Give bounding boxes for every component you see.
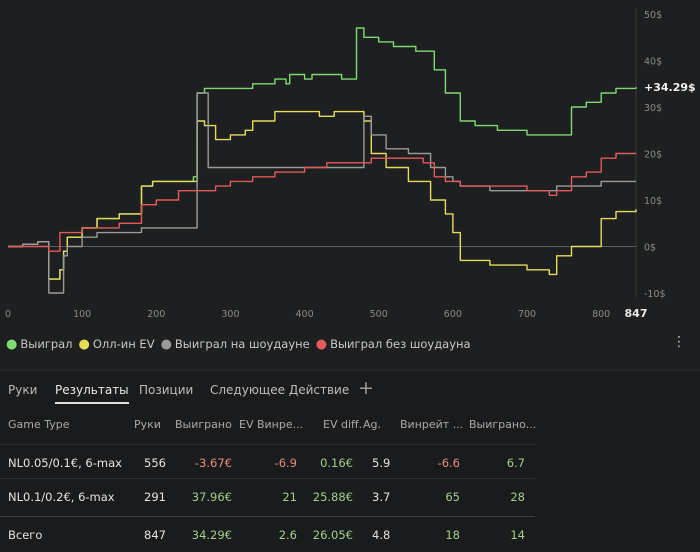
cell-ev-diff: 26.05€ <box>312 528 353 542</box>
table-row-total[interactable]: Всего 847 34.29€ 2.6 26.05€ 4.8 18 14 <box>0 516 535 551</box>
cell-won: 34.29€ <box>191 528 232 542</box>
x-tick-label: 100 <box>73 309 91 320</box>
series-line-3 <box>8 152 636 252</box>
y-tick-label: 20$ <box>644 150 662 161</box>
column-header[interactable]: Ag. <box>363 418 382 431</box>
y-tick-label: 40$ <box>644 57 662 68</box>
cell-won-2: 6.7 <box>506 456 525 470</box>
cell-ev-diff: 25.88€ <box>312 490 353 504</box>
cell-aggression: 3.7 <box>372 490 391 504</box>
column-header[interactable]: Винрейт ... <box>400 418 464 431</box>
cell-won-2: 28 <box>510 490 525 504</box>
legend-label: Олл-ин EV <box>92 337 155 351</box>
cell-ev-winrate: 2.6 <box>278 528 297 542</box>
tab-hands[interactable]: Руки <box>8 383 38 397</box>
x-tick-label: 600 <box>444 309 462 320</box>
cell-won: -3.67€ <box>194 456 232 470</box>
cell-ev-diff: 0.16€ <box>320 456 353 470</box>
x-max-label: 847 <box>625 307 648 320</box>
y-tick-label: 50$ <box>644 10 662 21</box>
x-tick-label: 300 <box>221 309 239 320</box>
x-tick-label: 800 <box>592 309 610 320</box>
y-tick-label: 30$ <box>644 103 662 114</box>
legend-dot-icon: ● <box>160 336 172 352</box>
cell-hands: 291 <box>144 490 166 504</box>
table-row[interactable]: NL0.1/0.2€, 6-max 291 37.96€ 21 25.88€ 3… <box>0 478 535 513</box>
legend-label: Выиграл без шоудауна <box>330 337 471 351</box>
legend-item-allin-ev[interactable]: ● Олл-ин EV <box>79 336 155 352</box>
legend-dot-icon: ● <box>6 336 18 352</box>
tab-next-action[interactable]: Следующее Действие <box>210 383 350 397</box>
chart-legend: ● Выиграл ● Олл-ин EV ● Выиграл на шоудауне… <box>6 336 471 352</box>
legend-dot-icon: ● <box>315 336 328 352</box>
cell-hands: 847 <box>144 528 166 542</box>
tab-results[interactable]: Результаты <box>55 383 129 404</box>
legend-item-won-showdown[interactable]: ● Выиграл на шоудауне <box>161 336 310 352</box>
end-value-label: +34.29$ <box>644 81 696 94</box>
cell-game-type: NL0.05/0.1€, 6-max <box>8 456 122 470</box>
tab-bar: Руки Результаты Позиции Следующее Действ… <box>0 370 700 407</box>
column-header[interactable]: Руки <box>134 418 161 431</box>
x-tick-label: 400 <box>296 309 314 320</box>
column-header[interactable]: Game Type <box>8 418 70 431</box>
x-tick-label: 0 <box>5 309 11 320</box>
y-tick-label: 10$ <box>644 196 662 207</box>
column-header[interactable]: Выиграно... <box>469 418 537 431</box>
series-line-0 <box>8 27 637 280</box>
cell-winrate: 65 <box>445 490 460 504</box>
column-header[interactable]: EV diff. <box>323 418 363 431</box>
more-options-icon[interactable]: ⋮ <box>672 334 686 350</box>
series-line-2 <box>8 92 636 294</box>
column-header[interactable]: EV Винре... <box>239 418 304 431</box>
legend-label: Выиграл <box>20 337 73 351</box>
cell-game-type: Всего <box>8 528 43 542</box>
cell-won: 37.96€ <box>191 490 232 504</box>
cell-aggression: 5.9 <box>372 456 391 470</box>
cell-ev-winrate: -6.9 <box>274 456 297 470</box>
column-header[interactable]: Выиграно <box>175 418 232 431</box>
y-tick-label: -10$ <box>644 289 666 300</box>
x-tick-label: 500 <box>370 309 388 320</box>
results-graph: 50$ 40$ 30$ 20$ 10$ 0$ -10$ 0 100 200 300 400 500 600… <box>5 8 696 320</box>
legend-item-won-no-showdown[interactable]: ● Выиграл без шоудауна <box>316 336 471 352</box>
results-table: Game Type Руки Выиграно EV Винре... EV d… <box>0 406 700 552</box>
chart-area: 50$ 40$ 30$ 20$ 10$ 0$ -10$ 0 100 200 300 400 500 600… <box>4 8 696 320</box>
cell-game-type: NL0.1/0.2€, 6-max <box>8 490 115 504</box>
cell-winrate: 18 <box>445 528 460 542</box>
legend-item-won[interactable]: ● Выиграл <box>6 336 73 352</box>
x-tick-label: 200 <box>147 309 165 320</box>
add-tab-icon[interactable]: + <box>358 377 374 399</box>
legend-dot-icon: ● <box>78 336 90 352</box>
cell-winrate: -6.6 <box>437 456 460 470</box>
cell-aggression: 4.8 <box>372 528 391 542</box>
cell-hands: 556 <box>144 456 166 470</box>
y-tick-label: 0$ <box>644 243 656 254</box>
legend-label: Выиграл на шоудауне <box>174 337 310 351</box>
series-line-1 <box>8 110 637 280</box>
cell-ev-winrate: 21 <box>282 490 297 504</box>
tab-positions[interactable]: Позиции <box>139 383 194 397</box>
cell-won-2: 14 <box>510 528 525 542</box>
table-row[interactable]: NL0.05/0.1€, 6-max 556 -3.67€ -6.9 0.16€… <box>0 444 535 479</box>
x-tick-label: 700 <box>518 309 536 320</box>
